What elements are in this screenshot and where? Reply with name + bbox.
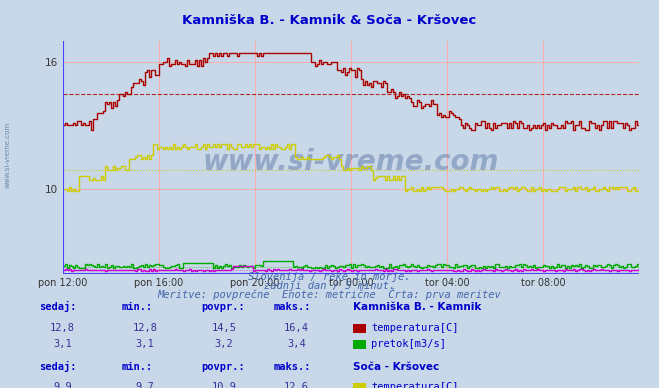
Text: Soča - Kršovec: Soča - Kršovec — [353, 362, 439, 372]
Text: maks.:: maks.: — [273, 362, 311, 372]
Text: 16,4: 16,4 — [284, 322, 309, 333]
Text: sedaj:: sedaj: — [40, 361, 77, 372]
Text: sedaj:: sedaj: — [40, 301, 77, 312]
Text: 14,5: 14,5 — [212, 322, 237, 333]
Text: 3,1: 3,1 — [136, 339, 154, 349]
Text: 12,8: 12,8 — [50, 322, 75, 333]
Text: Slovenija / reke in morje.: Slovenija / reke in morje. — [248, 272, 411, 282]
Text: min.:: min.: — [122, 362, 153, 372]
Text: 3,4: 3,4 — [287, 339, 306, 349]
Text: Meritve: povprečne  Enote: metrične  Črta: prva meritev: Meritve: povprečne Enote: metrične Črta:… — [158, 288, 501, 300]
Text: www.si-vreme.com: www.si-vreme.com — [203, 148, 499, 176]
Text: 9,7: 9,7 — [136, 382, 154, 388]
Text: 3,1: 3,1 — [53, 339, 72, 349]
Text: www.si-vreme.com: www.si-vreme.com — [5, 122, 11, 188]
Text: 9,9: 9,9 — [53, 382, 72, 388]
Text: 12,6: 12,6 — [284, 382, 309, 388]
Text: 3,2: 3,2 — [215, 339, 233, 349]
Text: Kamniška B. - Kamnik & Soča - Kršovec: Kamniška B. - Kamnik & Soča - Kršovec — [183, 14, 476, 27]
Text: maks.:: maks.: — [273, 302, 311, 312]
Text: temperatura[C]: temperatura[C] — [371, 322, 459, 333]
Text: min.:: min.: — [122, 302, 153, 312]
Text: 12,8: 12,8 — [132, 322, 158, 333]
Text: pretok[m3/s]: pretok[m3/s] — [371, 339, 446, 349]
Text: Kamniška B. - Kamnik: Kamniška B. - Kamnik — [353, 302, 481, 312]
Text: povpr.:: povpr.: — [201, 302, 244, 312]
Text: 10,9: 10,9 — [212, 382, 237, 388]
Text: temperatura[C]: temperatura[C] — [371, 382, 459, 388]
Text: zadnji dan / 5 minut.: zadnji dan / 5 minut. — [264, 281, 395, 291]
Text: povpr.:: povpr.: — [201, 362, 244, 372]
